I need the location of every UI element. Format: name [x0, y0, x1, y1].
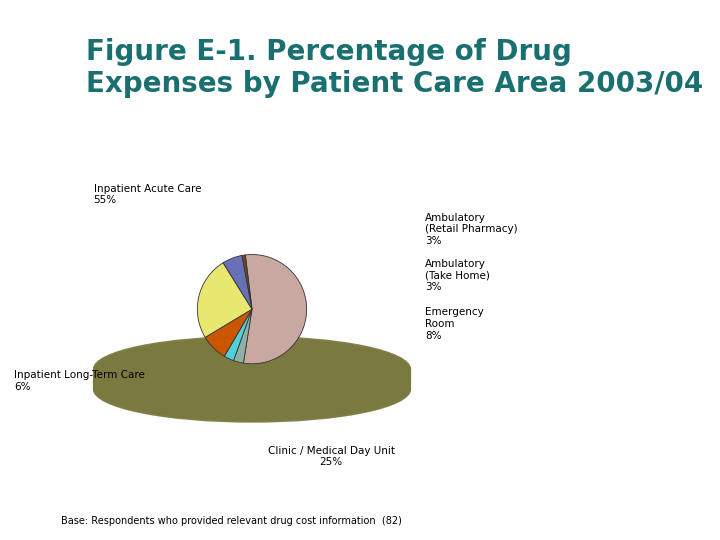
Ellipse shape: [94, 351, 410, 416]
Ellipse shape: [94, 355, 410, 421]
Text: Clinic / Medical Day Unit
25%: Clinic / Medical Day Unit 25%: [268, 446, 395, 467]
Ellipse shape: [94, 343, 410, 409]
Wedge shape: [205, 309, 252, 356]
Wedge shape: [242, 255, 252, 309]
Ellipse shape: [94, 349, 410, 415]
Text: Ambulatory
(Retail Pharmacy)
3%: Ambulatory (Retail Pharmacy) 3%: [425, 213, 518, 246]
Text: Base: Respondents who provided relevant drug cost information  (82): Base: Respondents who provided relevant …: [61, 516, 402, 526]
Ellipse shape: [94, 341, 410, 406]
Ellipse shape: [94, 342, 410, 408]
Ellipse shape: [94, 354, 410, 419]
Wedge shape: [223, 255, 252, 309]
Wedge shape: [233, 309, 252, 363]
Ellipse shape: [94, 336, 410, 402]
Ellipse shape: [94, 352, 410, 418]
Ellipse shape: [94, 338, 410, 403]
Ellipse shape: [94, 345, 410, 410]
Ellipse shape: [94, 347, 410, 412]
Text: Ambulatory
(Take Home)
3%: Ambulatory (Take Home) 3%: [425, 259, 490, 292]
Text: Figure E-1. Percentage of Drug
Expenses by Patient Care Area 2003/04: Figure E-1. Percentage of Drug Expenses …: [86, 38, 703, 98]
Ellipse shape: [94, 356, 410, 422]
Wedge shape: [243, 254, 307, 364]
Wedge shape: [225, 309, 252, 361]
Text: Emergency
Room
8%: Emergency Room 8%: [425, 307, 484, 341]
Ellipse shape: [94, 339, 410, 405]
Text: Inpatient Long-Term Care
6%: Inpatient Long-Term Care 6%: [14, 370, 145, 392]
Ellipse shape: [94, 348, 410, 414]
Text: Inpatient Acute Care
55%: Inpatient Acute Care 55%: [94, 184, 201, 205]
Wedge shape: [197, 263, 252, 338]
